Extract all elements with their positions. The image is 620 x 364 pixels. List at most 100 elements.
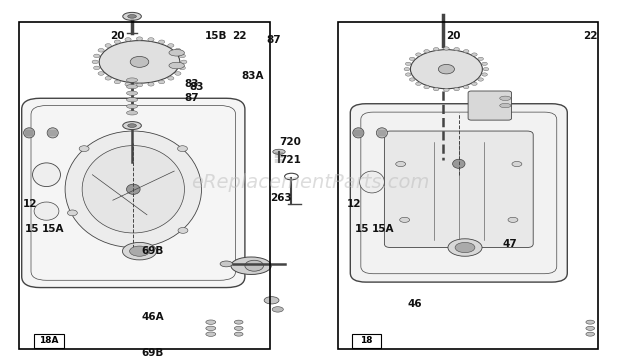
Text: 15: 15 bbox=[355, 224, 369, 234]
Text: 15A: 15A bbox=[372, 224, 394, 234]
Ellipse shape bbox=[114, 80, 120, 84]
Text: 20: 20 bbox=[110, 31, 125, 41]
Ellipse shape bbox=[206, 326, 216, 331]
Ellipse shape bbox=[448, 239, 482, 256]
Ellipse shape bbox=[234, 320, 243, 324]
Ellipse shape bbox=[168, 76, 174, 80]
Ellipse shape bbox=[478, 57, 484, 60]
Ellipse shape bbox=[68, 210, 78, 216]
FancyBboxPatch shape bbox=[468, 91, 512, 120]
Text: 46: 46 bbox=[407, 299, 422, 309]
Ellipse shape bbox=[500, 96, 511, 100]
Ellipse shape bbox=[126, 111, 138, 115]
Ellipse shape bbox=[175, 72, 181, 75]
Text: eReplacementParts.com: eReplacementParts.com bbox=[191, 173, 429, 191]
FancyBboxPatch shape bbox=[384, 131, 533, 248]
FancyBboxPatch shape bbox=[350, 104, 567, 282]
FancyBboxPatch shape bbox=[22, 98, 245, 288]
Ellipse shape bbox=[478, 78, 484, 81]
Ellipse shape bbox=[454, 48, 459, 51]
Ellipse shape bbox=[94, 54, 100, 58]
Ellipse shape bbox=[123, 242, 156, 260]
Ellipse shape bbox=[169, 50, 185, 56]
Ellipse shape bbox=[130, 246, 149, 256]
Ellipse shape bbox=[126, 98, 138, 102]
Ellipse shape bbox=[94, 66, 100, 70]
Ellipse shape bbox=[126, 91, 138, 95]
Ellipse shape bbox=[454, 87, 459, 91]
Text: 720: 720 bbox=[279, 137, 301, 147]
Ellipse shape bbox=[136, 37, 143, 40]
Ellipse shape bbox=[178, 228, 188, 233]
Ellipse shape bbox=[148, 83, 154, 86]
Ellipse shape bbox=[245, 260, 264, 271]
Text: 15B: 15B bbox=[205, 31, 227, 41]
Ellipse shape bbox=[220, 261, 232, 267]
Ellipse shape bbox=[234, 332, 243, 336]
Text: 69B: 69B bbox=[141, 246, 164, 256]
Ellipse shape bbox=[231, 257, 272, 274]
Ellipse shape bbox=[126, 84, 138, 89]
Ellipse shape bbox=[128, 15, 136, 18]
Bar bbox=[34, 334, 64, 348]
Ellipse shape bbox=[79, 146, 89, 151]
Ellipse shape bbox=[405, 73, 411, 76]
Ellipse shape bbox=[34, 202, 59, 220]
Ellipse shape bbox=[206, 332, 216, 336]
Text: 83: 83 bbox=[185, 79, 199, 89]
Ellipse shape bbox=[125, 37, 131, 41]
Ellipse shape bbox=[126, 78, 138, 82]
Ellipse shape bbox=[177, 146, 187, 151]
Ellipse shape bbox=[47, 128, 58, 138]
Bar bbox=[352, 334, 381, 348]
Ellipse shape bbox=[586, 320, 595, 324]
Ellipse shape bbox=[98, 72, 104, 75]
Text: 46A: 46A bbox=[141, 312, 164, 322]
Ellipse shape bbox=[168, 44, 174, 47]
Ellipse shape bbox=[512, 162, 522, 167]
Ellipse shape bbox=[508, 217, 518, 222]
Text: 15: 15 bbox=[25, 224, 39, 234]
Ellipse shape bbox=[32, 163, 61, 186]
Ellipse shape bbox=[415, 82, 421, 86]
Ellipse shape bbox=[360, 171, 384, 193]
Text: 83: 83 bbox=[189, 82, 203, 92]
Text: 721: 721 bbox=[279, 155, 301, 165]
Ellipse shape bbox=[500, 103, 511, 108]
Text: 12: 12 bbox=[347, 199, 361, 209]
Ellipse shape bbox=[404, 67, 410, 71]
Ellipse shape bbox=[586, 332, 595, 336]
Text: 263: 263 bbox=[270, 193, 291, 203]
Ellipse shape bbox=[438, 64, 454, 74]
Text: 22: 22 bbox=[583, 31, 597, 41]
Ellipse shape bbox=[148, 37, 154, 41]
Ellipse shape bbox=[433, 87, 439, 91]
Ellipse shape bbox=[424, 50, 430, 53]
Ellipse shape bbox=[105, 76, 111, 80]
Ellipse shape bbox=[179, 54, 185, 58]
Ellipse shape bbox=[482, 62, 487, 66]
Text: 15A: 15A bbox=[42, 224, 64, 234]
Text: 83A: 83A bbox=[242, 71, 264, 82]
Ellipse shape bbox=[105, 44, 111, 47]
Ellipse shape bbox=[443, 47, 449, 50]
Text: 18A: 18A bbox=[39, 336, 59, 345]
Ellipse shape bbox=[472, 82, 477, 86]
Ellipse shape bbox=[409, 78, 415, 81]
Bar bbox=[19, 22, 270, 349]
Ellipse shape bbox=[159, 80, 165, 84]
Ellipse shape bbox=[123, 12, 141, 20]
Text: 18: 18 bbox=[360, 336, 373, 345]
Ellipse shape bbox=[159, 40, 165, 44]
Ellipse shape bbox=[472, 53, 477, 56]
Ellipse shape bbox=[92, 60, 98, 64]
Ellipse shape bbox=[463, 50, 469, 53]
Text: 87: 87 bbox=[267, 35, 281, 45]
Ellipse shape bbox=[98, 48, 104, 52]
Ellipse shape bbox=[114, 40, 120, 44]
Ellipse shape bbox=[130, 56, 149, 67]
Ellipse shape bbox=[24, 128, 35, 138]
Ellipse shape bbox=[433, 48, 439, 51]
Bar bbox=[338, 22, 598, 349]
Ellipse shape bbox=[126, 184, 140, 194]
